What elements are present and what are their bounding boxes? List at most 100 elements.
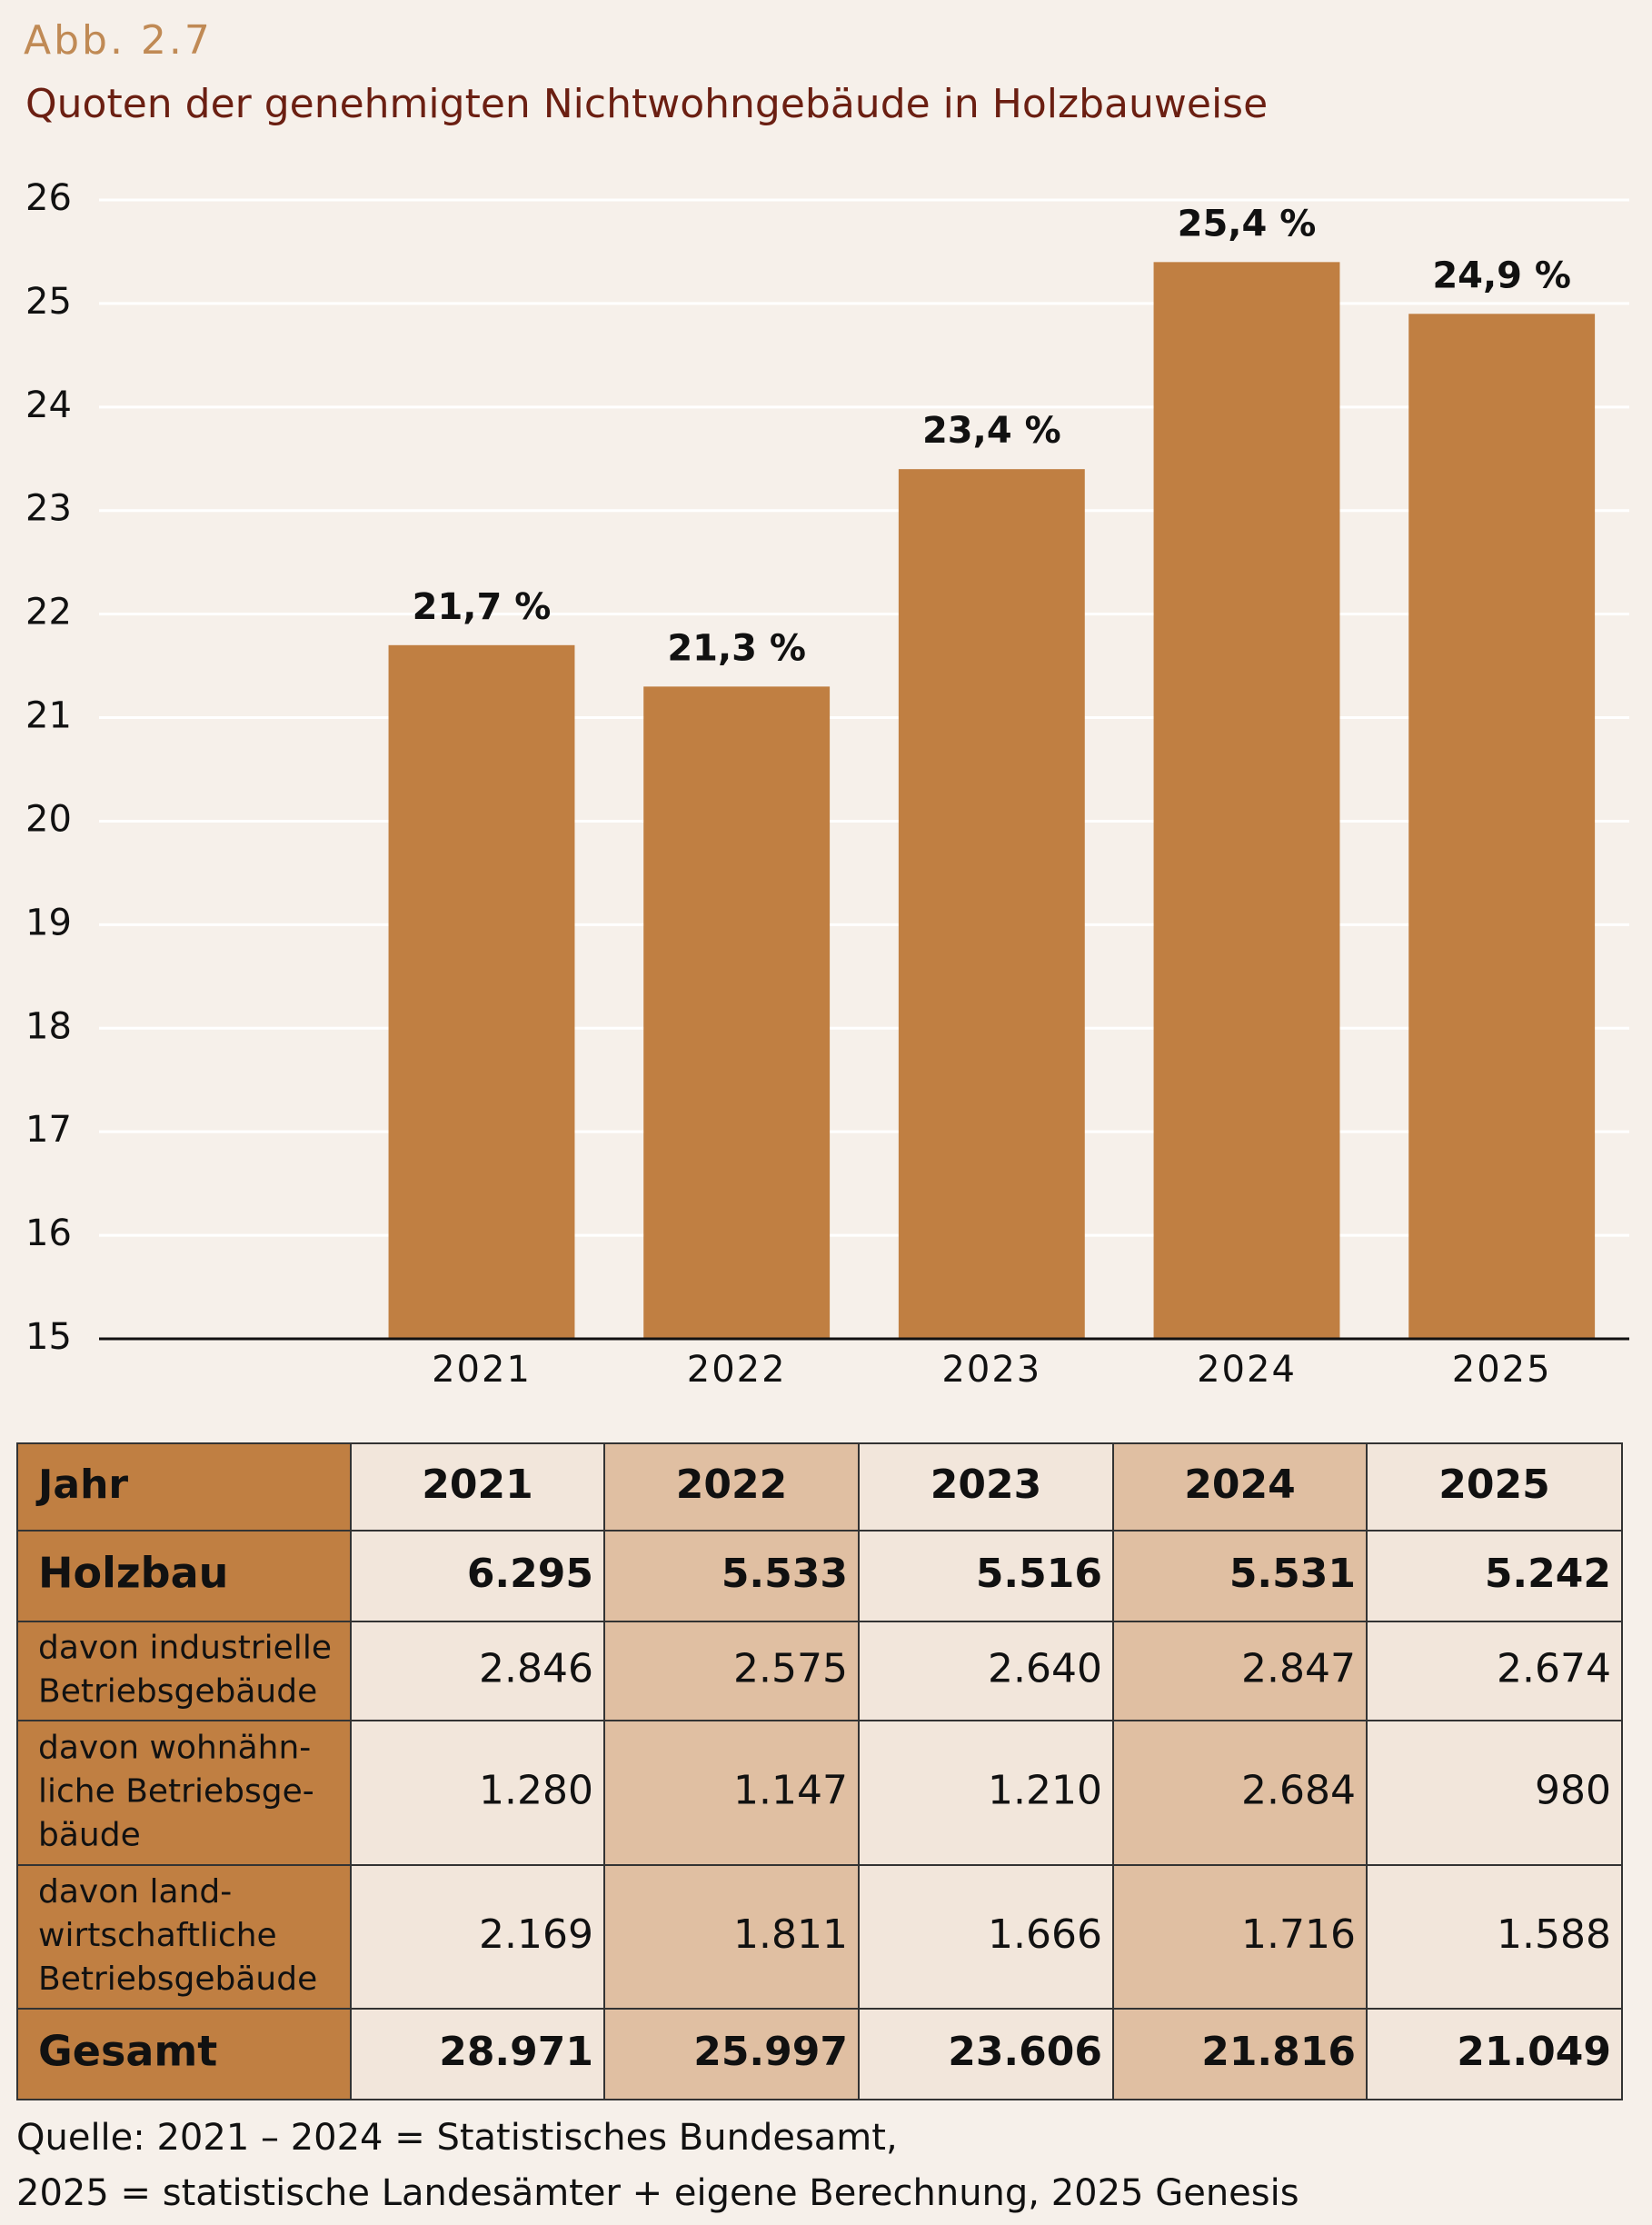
x-tick-label: 2025: [1452, 1349, 1552, 1391]
table-value: 28.971: [439, 2029, 593, 2075]
table-cell: [1112, 1720, 1368, 1866]
row-label: davon land-: [38, 1873, 232, 1911]
table-value: 1.280: [479, 1768, 593, 1814]
table-cell: [350, 1720, 605, 1866]
table-value: 2.640: [988, 1646, 1102, 1692]
bar: [388, 644, 575, 1339]
table-value: 1.147: [733, 1768, 848, 1814]
table-cell: [858, 2008, 1114, 2100]
y-tick-label: 15: [25, 1316, 72, 1358]
y-tick-label: 20: [25, 798, 72, 840]
y-tick-label: 16: [25, 1212, 72, 1254]
table-cell: [350, 1864, 605, 2010]
table-cell: [858, 1530, 1114, 1622]
table-cell: [858, 1720, 1114, 1866]
bar: [1153, 262, 1340, 1339]
table-cell: [1112, 1530, 1368, 1622]
table-value: 21.816: [1201, 2029, 1356, 2075]
table-value: 2.575: [733, 1646, 848, 1692]
value-label: 23,4 %: [922, 410, 1061, 452]
table-cell: [603, 1864, 860, 2010]
table-value: 5.242: [1485, 1551, 1611, 1597]
table-cell: [858, 1442, 1114, 1532]
table-value: 2.684: [1241, 1768, 1356, 1814]
table-value: 1.811: [733, 1911, 848, 1958]
x-tick-label: 2022: [687, 1349, 787, 1391]
table-value: 2.847: [1241, 1646, 1356, 1692]
table-value: 2.846: [479, 1646, 593, 1692]
row-label: Betriebsgebäude: [38, 1961, 317, 1998]
table-value: 21.049: [1457, 2029, 1611, 2075]
table-header: 2025: [1438, 1462, 1549, 1508]
y-tick-label: 18: [25, 1005, 72, 1047]
table-cell: [603, 1530, 860, 1622]
y-tick-label: 25: [25, 281, 72, 323]
table-header: 2021: [422, 1462, 532, 1508]
table-cell: [603, 2008, 860, 2100]
value-label: 25,4 %: [1178, 203, 1317, 244]
y-tick-label: 23: [25, 488, 72, 530]
table-cell: [1112, 2008, 1368, 2100]
table-value: 1.588: [1497, 1911, 1611, 1958]
table-value: 1.716: [1241, 1911, 1356, 1958]
row-label: wirtschaftliche: [38, 1917, 277, 1954]
table-value: 2.169: [479, 1911, 593, 1958]
y-tick-label: 22: [25, 592, 72, 634]
table-header: 2023: [930, 1462, 1041, 1508]
table-value: 980: [1535, 1768, 1611, 1814]
y-tick-label: 19: [25, 902, 72, 943]
table-cell: [1112, 1442, 1368, 1532]
bar: [1408, 314, 1596, 1339]
table-value: 2.674: [1497, 1646, 1611, 1692]
table-cell: [1112, 1621, 1368, 1721]
table-cell: [1366, 1720, 1623, 1866]
table-cell: [858, 1864, 1114, 2010]
table-cell: [350, 1621, 605, 1721]
x-tick-label: 2023: [941, 1349, 1041, 1391]
table-value: 5.531: [1229, 1551, 1356, 1597]
table-cell: [1366, 2008, 1623, 2100]
chart-title: Quoten der genehmigten Nichtwohngebäude …: [25, 81, 1268, 127]
table-header: Jahr: [35, 1462, 128, 1508]
table-value: 5.516: [976, 1551, 1102, 1597]
y-tick-label: 26: [25, 177, 72, 219]
row-label: davon industrielle: [38, 1630, 332, 1667]
row-label: bäude: [38, 1817, 141, 1854]
y-tick-label: 21: [25, 695, 72, 737]
table-value: 23.606: [948, 2029, 1102, 2075]
table-cell: [603, 1621, 860, 1721]
table-value: 5.533: [722, 1551, 848, 1597]
x-tick-label: 2024: [1197, 1349, 1297, 1391]
table-header: 2022: [676, 1462, 787, 1508]
table-cell: [1366, 1442, 1623, 1532]
source-line: Quelle: 2021 – 2024 = Statistisches Bund…: [16, 2117, 898, 2159]
y-tick-label: 24: [25, 384, 72, 426]
row-label: liche Betriebsge-: [38, 1773, 314, 1811]
value-label: 21,3 %: [667, 627, 806, 669]
x-tick-label: 2021: [432, 1349, 532, 1391]
table-cell: [16, 1530, 352, 1622]
bar: [898, 469, 1085, 1339]
table-value: 1.666: [988, 1911, 1102, 1958]
table-cell: [603, 1720, 860, 1866]
value-label: 24,9 %: [1432, 254, 1571, 296]
table-value: 1.210: [988, 1768, 1102, 1814]
table-value: 25.997: [693, 2029, 848, 2075]
table-cell: [350, 2008, 605, 2100]
figure-label: Abb. 2.7: [24, 17, 213, 64]
row-label: Holzbau: [38, 1549, 228, 1598]
table-cell: [1366, 1621, 1623, 1721]
table-cell: [858, 1621, 1114, 1721]
bar: [643, 686, 831, 1339]
table-cell: [1366, 1864, 1623, 2010]
table-cell: [16, 1720, 352, 1866]
row-label: Gesamt: [38, 2027, 217, 2076]
source-line: 2025 = statistische Landesämter + eigene…: [16, 2172, 1299, 2214]
table-cell: [16, 1621, 352, 1721]
value-label: 21,7 %: [413, 586, 552, 628]
row-label: davon wohnähn-: [38, 1730, 311, 1767]
table-cell: [1366, 1530, 1623, 1622]
row-label: Betriebsgebäude: [38, 1673, 317, 1711]
y-tick-label: 17: [25, 1109, 72, 1151]
